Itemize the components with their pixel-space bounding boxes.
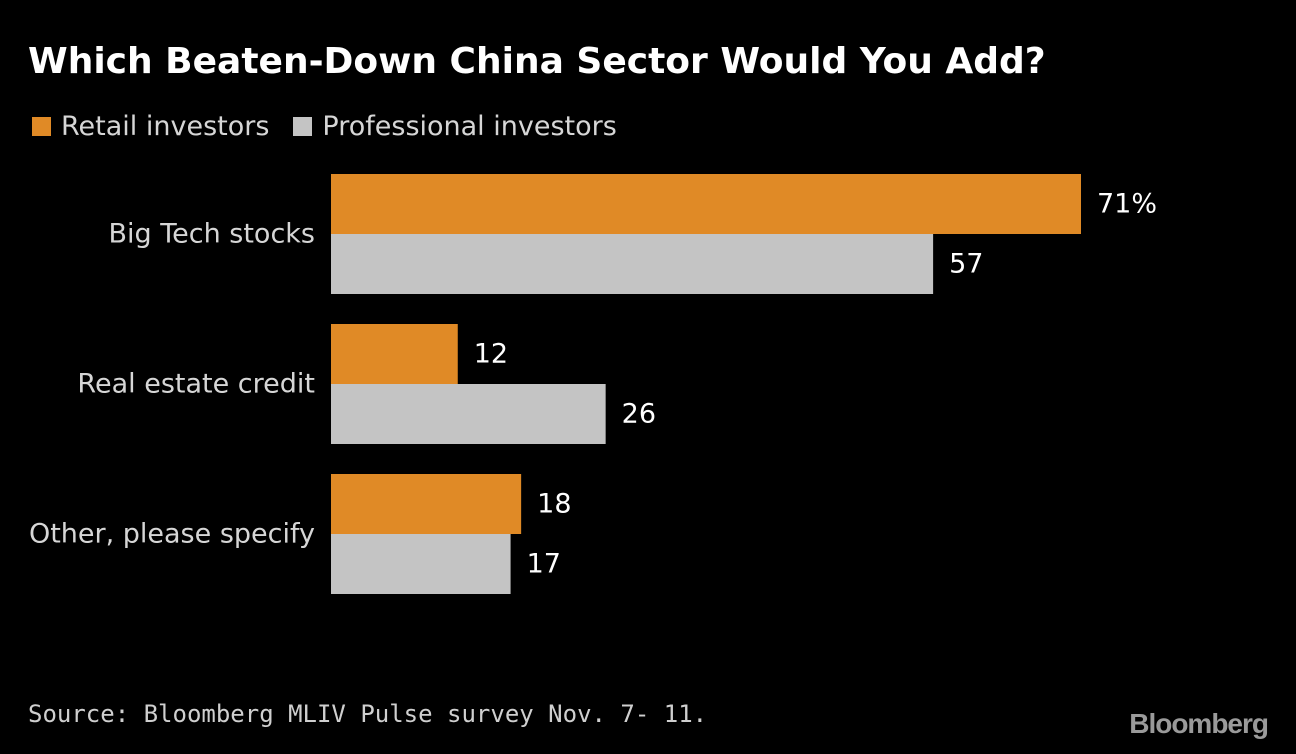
bar-professional: [331, 234, 934, 294]
data-label: 26: [622, 399, 656, 430]
bar-retail: [331, 174, 1081, 234]
data-label: 17: [527, 549, 561, 580]
legend-item-professional: Professional investors: [293, 110, 617, 142]
data-label: 57: [949, 249, 983, 280]
bar-professional: [331, 384, 606, 444]
legend-label-retail: Retail investors: [61, 110, 270, 142]
data-label: 71%: [1097, 189, 1157, 220]
legend: Retail investors Professional investors: [32, 106, 641, 146]
legend-item-retail: Retail investors: [32, 111, 269, 142]
bar-retail: [331, 474, 522, 534]
source-note: Source: Bloomberg MLIV Pulse survey Nov.…: [28, 700, 708, 728]
category-label: Other, please specify: [29, 519, 315, 550]
bar-professional: [331, 534, 511, 594]
legend-label-professional: Professional investors: [322, 110, 617, 142]
bloomberg-logo: Bloomberg: [1129, 708, 1269, 739]
category-label: Big Tech stocks: [108, 219, 315, 250]
data-label: 12: [474, 339, 508, 370]
bar-retail: [331, 324, 458, 384]
data-label: 18: [537, 489, 571, 520]
chart-title: Which Beaten-Down China Sector Would You…: [28, 41, 1046, 82]
legend-swatch-retail: [32, 116, 51, 136]
legend-swatch-professional: [293, 116, 313, 136]
category-label: Real estate credit: [77, 369, 315, 400]
